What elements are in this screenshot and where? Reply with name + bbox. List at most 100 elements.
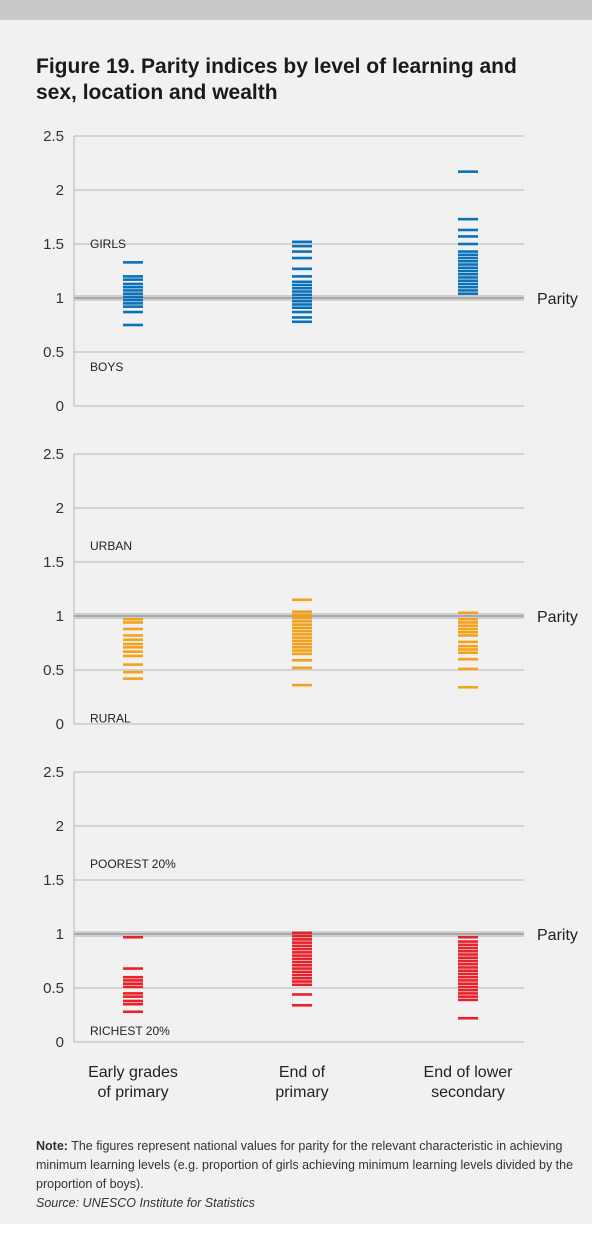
data-mark	[292, 652, 312, 656]
data-mark	[458, 627, 478, 631]
data-mark	[123, 935, 143, 939]
figure-title: Figure 19. Parity indices by level of le…	[36, 55, 517, 104]
data-mark	[292, 303, 312, 306]
data-mark	[458, 282, 478, 286]
data-mark	[458, 1016, 478, 1020]
data-mark	[123, 295, 143, 299]
y-tick-label: 0.5	[43, 662, 64, 679]
data-mark	[458, 995, 478, 998]
data-mark	[123, 967, 143, 970]
data-mark	[292, 964, 312, 967]
data-mark	[123, 621, 143, 624]
data-mark	[458, 985, 478, 989]
x-category-label: Early grades of primary	[88, 1064, 178, 1101]
data-mark	[458, 959, 478, 963]
x-category-label: End of primary	[275, 1064, 328, 1101]
data-mark	[292, 983, 312, 987]
data-mark	[458, 962, 478, 966]
data-mark	[123, 282, 143, 286]
data-mark	[123, 285, 143, 289]
data-mark	[123, 305, 143, 308]
data-mark	[292, 626, 312, 630]
y-tick-label: 1	[56, 926, 64, 943]
data-mark	[292, 938, 312, 941]
data-mark	[292, 290, 312, 293]
data-mark	[292, 1003, 312, 1007]
group-label-bottom: RURAL	[90, 712, 131, 726]
data-mark	[458, 611, 478, 615]
data-mark	[458, 648, 478, 651]
data-mark	[123, 298, 143, 302]
group-label-bottom: RICHEST 20%	[90, 1024, 170, 1038]
data-mark	[292, 613, 312, 617]
y-tick-label: 1	[56, 290, 64, 307]
data-mark	[292, 980, 312, 983]
data-mark	[123, 663, 143, 666]
data-mark	[458, 634, 478, 637]
data-mark	[292, 646, 312, 649]
data-mark	[458, 276, 478, 279]
data-mark	[292, 931, 312, 935]
data-mark	[292, 280, 312, 284]
data-mark	[123, 982, 143, 985]
data-mark	[458, 998, 478, 1002]
data-mark	[458, 966, 478, 969]
note-text: The figures represent national values fo…	[36, 1139, 574, 1191]
data-mark	[458, 269, 478, 273]
data-mark	[458, 250, 478, 253]
data-mark	[458, 969, 478, 973]
data-mark	[458, 667, 478, 671]
y-tick-label: 2	[56, 500, 64, 517]
group-label-top: GIRLS	[90, 237, 126, 251]
data-mark	[458, 992, 478, 995]
data-mark	[123, 302, 143, 305]
data-mark	[292, 310, 312, 314]
data-mark	[123, 1002, 143, 1006]
data-mark	[292, 306, 312, 310]
group-label-top: URBAN	[90, 539, 132, 553]
data-mark	[292, 642, 312, 646]
data-mark	[292, 951, 312, 954]
data-mark	[458, 946, 478, 950]
data-mark	[458, 949, 478, 953]
data-mark	[458, 651, 478, 655]
data-mark	[458, 943, 478, 947]
data-mark	[458, 685, 478, 689]
group-label-bottom: BOYS	[90, 360, 123, 374]
data-mark	[292, 957, 312, 961]
data-mark	[123, 1010, 143, 1014]
data-mark	[458, 242, 478, 246]
data-mark	[458, 956, 478, 960]
data-mark	[292, 973, 312, 977]
y-tick-label: 2.5	[43, 764, 64, 781]
data-mark	[292, 623, 312, 626]
data-mark	[458, 972, 478, 976]
data-mark	[123, 995, 143, 998]
data-mark	[458, 640, 478, 644]
data-mark	[292, 267, 312, 271]
data-mark	[292, 976, 312, 980]
data-mark	[292, 616, 312, 620]
data-mark	[292, 629, 312, 633]
data-mark	[458, 235, 478, 238]
data-mark	[458, 982, 478, 985]
data-mark	[458, 217, 478, 221]
data-mark	[458, 272, 478, 276]
data-mark	[292, 649, 312, 652]
y-tick-label: 1.5	[43, 554, 64, 571]
data-mark	[123, 292, 143, 295]
data-mark	[458, 289, 478, 292]
data-mark	[123, 275, 143, 278]
data-mark	[292, 993, 312, 996]
data-mark	[458, 940, 478, 943]
data-mark	[292, 658, 312, 662]
data-mark	[458, 988, 478, 992]
data-mark	[458, 979, 478, 982]
y-tick-label: 1.5	[43, 236, 64, 253]
data-mark	[292, 954, 312, 957]
data-mark	[458, 266, 478, 270]
data-mark	[123, 975, 143, 979]
data-mark	[123, 992, 143, 995]
data-mark	[458, 253, 478, 257]
data-mark	[292, 970, 312, 974]
